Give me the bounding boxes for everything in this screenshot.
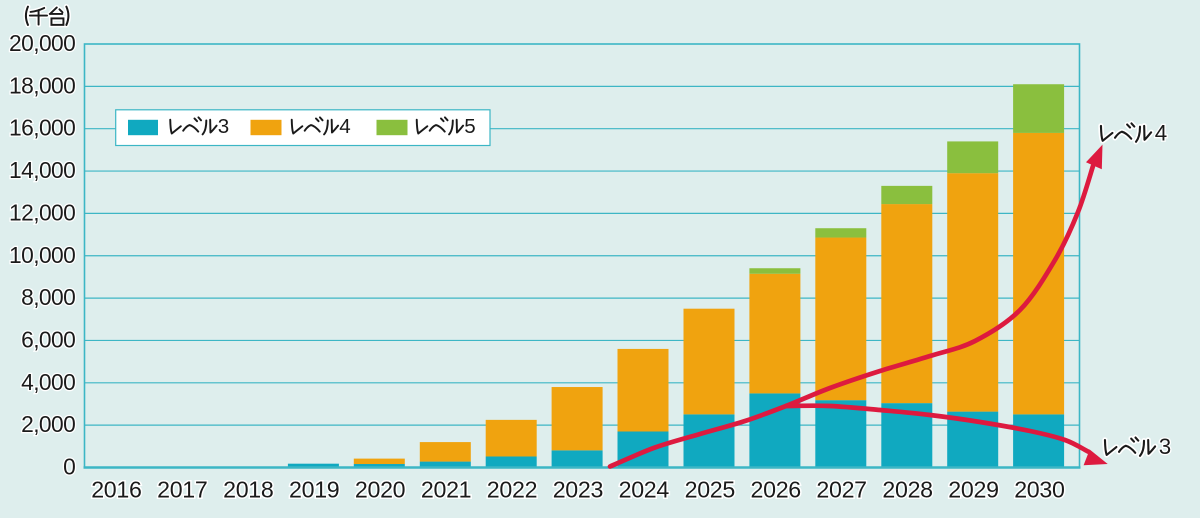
svg-text:14,000: 14,000 — [9, 157, 75, 183]
svg-text:0: 0 — [63, 454, 75, 480]
svg-text:8,000: 8,000 — [21, 284, 75, 310]
svg-text:18,000: 18,000 — [9, 72, 75, 98]
svg-text:2017: 2017 — [157, 477, 207, 503]
svg-text:2030: 2030 — [1014, 477, 1064, 503]
svg-text:2029: 2029 — [948, 477, 998, 503]
svg-text:2026: 2026 — [751, 477, 801, 503]
svg-text:6,000: 6,000 — [21, 326, 75, 352]
svg-text:2018: 2018 — [223, 477, 273, 503]
svg-text:2019: 2019 — [289, 477, 339, 503]
svg-text:2027: 2027 — [816, 477, 866, 503]
svg-text:2028: 2028 — [882, 477, 932, 503]
svg-text:4: 4 — [339, 115, 350, 138]
svg-text:2,000: 2,000 — [21, 411, 75, 437]
svg-text:3: 3 — [218, 115, 229, 138]
svg-text:5: 5 — [464, 115, 475, 138]
svg-text:2020: 2020 — [355, 477, 405, 503]
svg-text:2025: 2025 — [685, 477, 735, 503]
svg-text:2023: 2023 — [553, 477, 603, 503]
svg-text:12,000: 12,000 — [9, 199, 75, 225]
svg-text:4: 4 — [1155, 121, 1167, 146]
svg-text:2024: 2024 — [619, 477, 670, 503]
svg-text:16,000: 16,000 — [9, 115, 75, 141]
svg-text:3: 3 — [1159, 434, 1171, 459]
svg-text:2022: 2022 — [487, 477, 537, 503]
svg-text:4,000: 4,000 — [21, 369, 75, 395]
svg-text:10,000: 10,000 — [9, 242, 75, 268]
svg-text:20,000: 20,000 — [9, 30, 75, 56]
svg-text:2021: 2021 — [421, 477, 471, 503]
svg-text:2016: 2016 — [91, 477, 141, 503]
